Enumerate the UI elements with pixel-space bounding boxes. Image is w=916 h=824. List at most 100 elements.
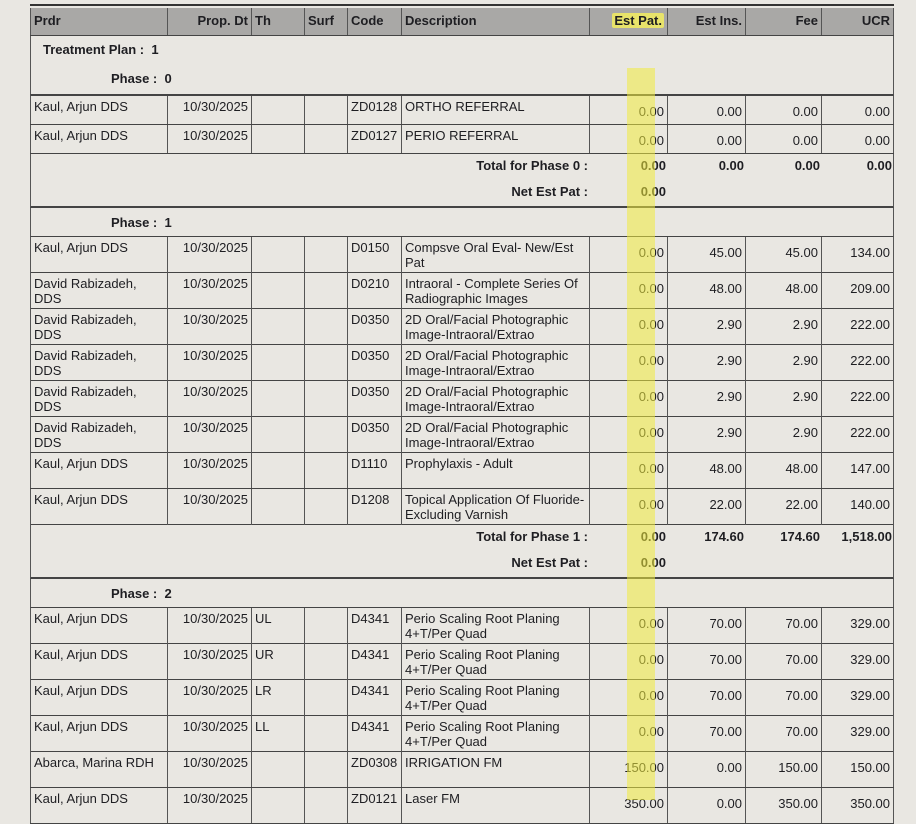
- cell-prdr: Kaul, Arjun DDS: [30, 453, 168, 488]
- cell-prop-dt: 10/30/2025: [168, 644, 252, 680]
- phase-header: Phase : 0: [30, 71, 894, 96]
- cell-surf: [305, 752, 348, 787]
- cell-description: ORTHO REFERRAL: [402, 96, 590, 124]
- total-value: 174.60: [704, 529, 744, 544]
- cell-est-pat: 0.00: [590, 345, 668, 381]
- cell-est-pat: 350.00: [590, 788, 668, 823]
- cell-code: D1110: [348, 453, 402, 488]
- cell-prdr: Kaul, Arjun DDS: [30, 644, 168, 680]
- cell-surf: [305, 644, 348, 680]
- cell-th: [252, 752, 305, 787]
- cell-fee: 70.00: [746, 716, 822, 752]
- cell-description: Topical Application Of Fluoride-Excludin…: [402, 489, 590, 525]
- table-row: Kaul, Arjun DDS 10/30/2025 UL D4341 Perio Sc…: [30, 608, 894, 644]
- cell-th: LR: [252, 680, 305, 716]
- cell-est-ins: 22.00: [668, 489, 746, 525]
- cell-est-pat: 0.00: [590, 716, 668, 752]
- cell-th: [252, 788, 305, 823]
- cell-fee: 0.00: [746, 125, 822, 153]
- cell-fee: 350.00: [746, 788, 822, 823]
- cell-fee: 48.00: [746, 453, 822, 488]
- cell-ucr: 329.00: [822, 716, 894, 752]
- cell-th: [252, 273, 305, 309]
- phase-label: Phase :: [111, 215, 158, 230]
- net-est-pat-row: Net Est Pat : 0.00: [30, 180, 894, 208]
- cell-prop-dt: 10/30/2025: [168, 417, 252, 453]
- cell-fee: 2.90: [746, 381, 822, 417]
- cell-description: IRRIGATION FM: [402, 752, 590, 787]
- cell-prop-dt: 10/30/2025: [168, 788, 252, 823]
- cell-description: Prophylaxis - Adult: [402, 453, 590, 488]
- cell-prop-dt: 10/30/2025: [168, 309, 252, 345]
- cell-th: [252, 381, 305, 417]
- cell-prop-dt: 10/30/2025: [168, 381, 252, 417]
- cell-surf: [305, 417, 348, 453]
- cell-code: D0350: [348, 345, 402, 381]
- cell-description: Intraoral - Complete Series Of Radiograp…: [402, 273, 590, 309]
- cell-prdr: Abarca, Marina RDH: [30, 752, 168, 787]
- cell-est-ins: 45.00: [668, 237, 746, 273]
- column-header: Th: [252, 8, 305, 35]
- cell-th: [252, 309, 305, 345]
- cell-prdr: David Rabizadeh, DDS: [30, 381, 168, 417]
- cell-est-pat: 0.00: [590, 96, 668, 124]
- table-row: Kaul, Arjun DDS 10/30/2025 LL D4341 Perio Sc…: [30, 716, 894, 752]
- cell-est-pat: 150.00: [590, 752, 668, 787]
- cell-fee: 0.00: [746, 96, 822, 124]
- cell-prdr: Kaul, Arjun DDS: [30, 96, 168, 124]
- cell-prdr: Kaul, Arjun DDS: [30, 788, 168, 823]
- cell-prdr: Kaul, Arjun DDS: [30, 125, 168, 153]
- cell-surf: [305, 96, 348, 124]
- table-row: David Rabizadeh, DDS 10/30/2025 D0350 2D Or…: [30, 309, 894, 345]
- cell-surf: [305, 345, 348, 381]
- cell-ucr: 222.00: [822, 345, 894, 381]
- table-row: David Rabizadeh, DDS 10/30/2025 D0350 2D Or…: [30, 381, 894, 417]
- cell-surf: [305, 381, 348, 417]
- cell-est-ins: 70.00: [668, 716, 746, 752]
- treatment-plan-table: Prdr Prop. Dt Th Surf Code Description Est Pat…: [30, 8, 894, 824]
- column-header: Fee: [746, 8, 822, 35]
- cell-fee: 2.90: [746, 345, 822, 381]
- cell-fee: 45.00: [746, 237, 822, 273]
- table-row: Kaul, Arjun DDS 10/30/2025 D1110 Prophylaxi…: [30, 453, 894, 489]
- cell-description: Perio Scaling Root Planing 4+T/Per Quad: [402, 716, 590, 752]
- cell-th: UL: [252, 608, 305, 644]
- cell-prop-dt: 10/30/2025: [168, 489, 252, 525]
- cell-est-ins: 48.00: [668, 453, 746, 488]
- cell-est-pat: 0.00: [590, 680, 668, 716]
- total-value: 0.00: [794, 158, 820, 173]
- cell-description: Perio Scaling Root Planing 4+T/Per Quad: [402, 644, 590, 680]
- cell-surf: [305, 309, 348, 345]
- cell-est-ins: 2.90: [668, 417, 746, 453]
- cell-prdr: Kaul, Arjun DDS: [30, 716, 168, 752]
- cell-th: [252, 453, 305, 488]
- cell-prdr: David Rabizadeh, DDS: [30, 345, 168, 381]
- cell-fee: 22.00: [746, 489, 822, 525]
- cell-surf: [305, 453, 348, 488]
- cell-fee: 70.00: [746, 680, 822, 716]
- column-header: Surf: [305, 8, 348, 35]
- phase-header: Phase : 1: [30, 208, 894, 237]
- column-header: Est Pat.: [590, 8, 668, 35]
- cell-surf: [305, 273, 348, 309]
- cell-est-ins: 2.90: [668, 345, 746, 381]
- cell-est-pat: 0.00: [590, 309, 668, 345]
- cell-ucr: 209.00: [822, 273, 894, 309]
- cell-est-ins: 0.00: [668, 96, 746, 124]
- cell-ucr: 147.00: [822, 453, 894, 488]
- table-row: Kaul, Arjun DDS 10/30/2025 ZD0128 ORTHO REF…: [30, 96, 894, 125]
- cell-prop-dt: 10/30/2025: [168, 273, 252, 309]
- cell-ucr: 150.00: [822, 752, 894, 787]
- total-value: 0.00: [640, 158, 666, 173]
- cell-ucr: 329.00: [822, 608, 894, 644]
- total-value: 174.60: [780, 529, 820, 544]
- plan-value: 1: [151, 42, 159, 57]
- cell-est-ins: 70.00: [668, 680, 746, 716]
- net-value: 0.00: [640, 184, 666, 199]
- table-row: Kaul, Arjun DDS 10/30/2025 UR D4341 Perio Sc…: [30, 644, 894, 680]
- table-header: Prdr Prop. Dt Th Surf Code Description Est Pat…: [30, 8, 894, 36]
- cell-prdr: David Rabizadeh, DDS: [30, 309, 168, 345]
- cell-est-pat: 0.00: [590, 273, 668, 309]
- plan-label: Treatment Plan :: [43, 42, 145, 57]
- cell-prdr: Kaul, Arjun DDS: [30, 680, 168, 716]
